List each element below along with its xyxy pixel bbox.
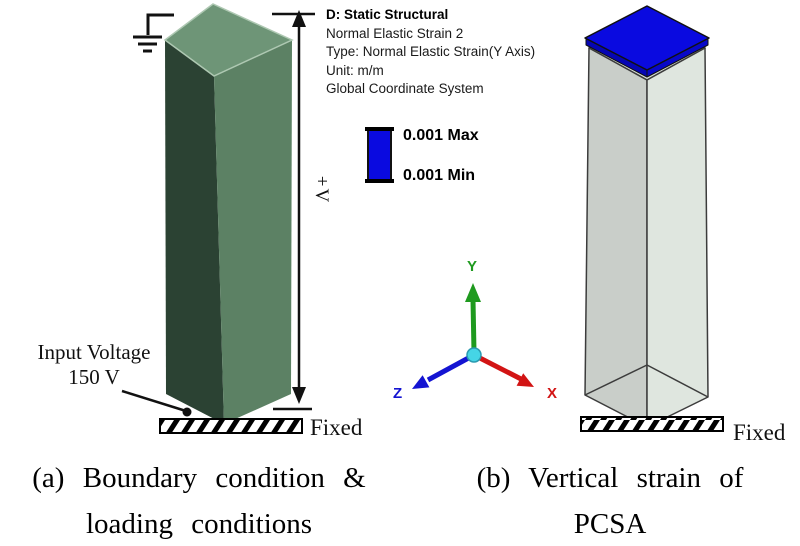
caption-a-line1: (a) Boundary condition & — [32, 462, 366, 494]
input-voltage-line1: Input Voltage — [37, 340, 151, 364]
x-axis-label: X — [547, 385, 558, 402]
annotation-title: D: Static Structural — [326, 7, 449, 22]
height-dimension-arrow — [272, 10, 315, 411]
fixed-label-b: Fixed — [733, 420, 786, 445]
voltage-leader-line — [121, 389, 192, 417]
input-voltage-label: Input Voltage 150 V — [18, 340, 170, 390]
annotation-line: Type: Normal Elastic Strain(Y Axis) — [326, 44, 536, 60]
annotation-line: Normal Elastic Strain 2 — [326, 25, 464, 41]
legend-max-label: 0.001 Max — [403, 127, 479, 144]
pillar-a — [163, 3, 294, 424]
result-annotation-block: D: Static Structural Normal Elastic Stra… — [326, 6, 535, 99]
caption-b-line1: (b) Vertical strain of — [476, 462, 744, 494]
pillar-b — [584, 5, 710, 428]
triad-origin-sphere — [466, 347, 482, 363]
caption-b: (b) Vertical strain of PCSA — [415, 455, 800, 546]
fixed-label-a: Fixed — [310, 415, 363, 440]
z-axis-label: Z — [393, 385, 403, 402]
coordinate-triad — [412, 283, 534, 389]
voltage-axis-label: +V — [311, 175, 332, 205]
strain-cap — [584, 5, 710, 78]
fixed-support-b — [580, 416, 724, 432]
annotation-line: Unit: m/m — [326, 62, 384, 78]
bottom-face-edges — [584, 364, 709, 398]
input-voltage-line2: 150 V — [68, 365, 120, 389]
fixed-support-a — [159, 418, 303, 434]
caption-a-line2: loading conditions — [85, 508, 313, 540]
annotation-line: Global Coordinate System — [326, 81, 484, 97]
ground-symbol — [133, 13, 174, 53]
z-axis-arrow-icon — [412, 375, 430, 389]
x-axis-arrow-icon — [516, 373, 534, 387]
y-axis-arrow-icon — [465, 283, 481, 302]
caption-a: (a) Boundary condition & loading conditi… — [0, 455, 398, 546]
legend-min-label: 0.001 Min — [403, 167, 476, 184]
y-axis-label: Y — [467, 258, 478, 275]
legend-swatch — [365, 127, 394, 183]
caption-b-line2: PCSA — [573, 508, 647, 540]
